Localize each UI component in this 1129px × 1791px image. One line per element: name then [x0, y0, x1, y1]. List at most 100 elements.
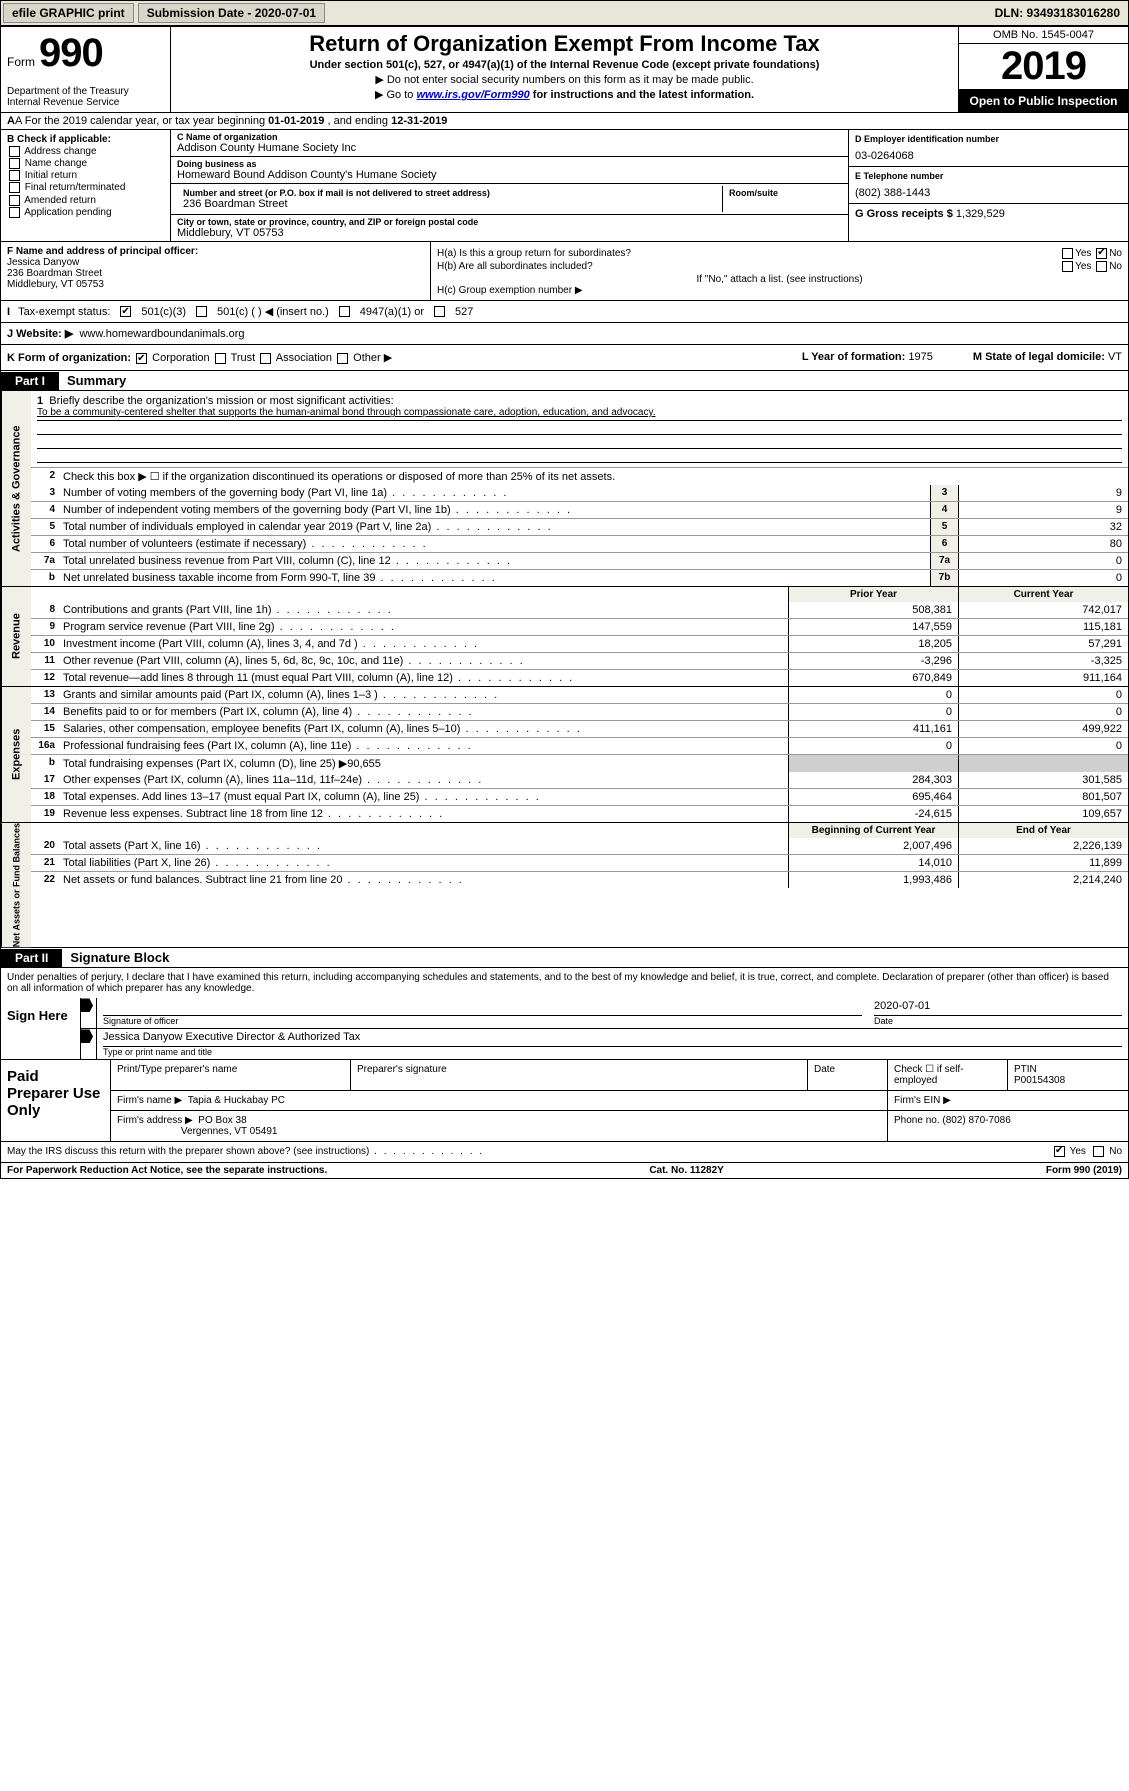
rot-expenses: Expenses	[1, 687, 31, 822]
gov-line: 3 Number of voting members of the govern…	[31, 485, 1128, 501]
irs-link[interactable]: www.irs.gov/Form990	[416, 89, 529, 101]
tax-year: 2019	[959, 44, 1128, 90]
form-990: Form 990 Department of the TreasuryInter…	[0, 26, 1129, 1179]
rot-revenue: Revenue	[1, 587, 31, 686]
firm-addr-label: Firm's address ▶	[117, 1115, 193, 1126]
ha-yes[interactable]	[1062, 248, 1073, 259]
hdr-end: End of Year	[958, 823, 1128, 838]
table-row: 16a Professional fundraising fees (Part …	[31, 737, 1128, 754]
prep-phone: (802) 870-7086	[942, 1115, 1010, 1126]
chk-other[interactable]	[337, 353, 348, 364]
omb-number: OMB No. 1545-0047	[959, 27, 1128, 44]
efile-graphic-print[interactable]: efile GRAPHIC print	[3, 3, 134, 23]
section-bcd: B Check if applicable: Address change Na…	[1, 130, 1128, 242]
section-net-assets: Net Assets or Fund Balances Beginning of…	[1, 823, 1128, 948]
chk-527[interactable]	[434, 306, 445, 317]
form-title: Return of Organization Exempt From Incom…	[177, 31, 952, 57]
ptin-label: PTIN	[1014, 1064, 1122, 1075]
table-row: 10 Investment income (Part VIII, column …	[31, 635, 1128, 652]
prep-phone-label: Phone no.	[894, 1115, 942, 1126]
gross-label: G Gross receipts $	[855, 208, 956, 220]
ptin: P00154308	[1014, 1075, 1122, 1086]
ha-no[interactable]	[1096, 248, 1107, 259]
dln: DLN: 93493183016280	[987, 4, 1128, 22]
table-row: 14 Benefits paid to or for members (Part…	[31, 703, 1128, 720]
website: www.homewardboundanimals.org	[79, 328, 244, 340]
chk-address[interactable]: Address change	[7, 146, 164, 157]
ein: 03-0264068	[855, 150, 1122, 162]
arrow-icon	[81, 1029, 93, 1043]
firm-name-label: Firm's name ▶	[117, 1095, 182, 1106]
table-row: 18 Total expenses. Add lines 13–17 (must…	[31, 788, 1128, 805]
prep-print-label: Print/Type preparer's name	[111, 1060, 351, 1090]
table-row: 12 Total revenue—add lines 8 through 11 …	[31, 669, 1128, 686]
hc-label: H(c) Group exemption number ▶	[437, 285, 1122, 296]
col-d-ein: D Employer identification number 03-0264…	[848, 130, 1128, 241]
table-row: 17 Other expenses (Part IX, column (A), …	[31, 772, 1128, 788]
sig-date: 2020-07-01	[874, 1000, 1122, 1016]
dept-treasury: Department of the TreasuryInternal Reven…	[7, 86, 164, 108]
part2-title: Signature Block	[62, 948, 177, 967]
hb-no[interactable]	[1096, 261, 1107, 272]
chk-initial[interactable]: Initial return	[7, 170, 164, 181]
section-revenue: Revenue Prior Year Current Year 8 Contri…	[1, 587, 1128, 687]
form-subtitle: Under section 501(c), 527, or 4947(a)(1)…	[177, 59, 952, 71]
line-b-shade2	[958, 755, 1128, 772]
line-b-desc: Total fundraising expenses (Part IX, col…	[59, 755, 788, 772]
row-i-tax-status: I Tax-exempt status: 501(c)(3) 501(c) ( …	[1, 301, 1128, 323]
line-b-shade1	[788, 755, 958, 772]
chk-amended[interactable]: Amended return	[7, 195, 164, 206]
table-row: 8 Contributions and grants (Part VIII, l…	[31, 602, 1128, 618]
discuss-yes[interactable]	[1054, 1146, 1065, 1157]
paid-preparer-section: Paid Preparer Use Only Print/Type prepar…	[1, 1060, 1128, 1142]
firm-name: Tapia & Huckabay PC	[188, 1095, 285, 1106]
table-row: 21 Total liabilities (Part X, line 26) 1…	[31, 854, 1128, 871]
chk-501c3[interactable]	[120, 306, 131, 317]
chk-4947[interactable]	[339, 306, 350, 317]
form-number: 990	[39, 31, 103, 76]
chk-corp[interactable]	[136, 353, 147, 364]
chk-name[interactable]: Name change	[7, 158, 164, 169]
hb-yes[interactable]	[1062, 261, 1073, 272]
chk-trust[interactable]	[215, 353, 226, 364]
ha-label: H(a) Is this a group return for subordin…	[437, 248, 631, 259]
sign-here-label: Sign Here	[1, 998, 81, 1059]
signature-section: Under penalties of perjury, I declare th…	[1, 968, 1128, 1060]
part2-header: Part II Signature Block	[1, 948, 1128, 968]
gross: 1,329,529	[956, 208, 1005, 220]
line2-desc: Check this box ▶ ☐ if the organization d…	[59, 468, 1128, 485]
table-row: 15 Salaries, other compensation, employe…	[31, 720, 1128, 737]
gov-line: 7a Total unrelated business revenue from…	[31, 552, 1128, 569]
gov-line: b Net unrelated business taxable income …	[31, 569, 1128, 586]
type-name-label: Type or print name and title	[103, 1047, 1122, 1057]
form-word: Form	[7, 55, 35, 69]
hb-note: If "No," attach a list. (see instruction…	[437, 274, 1122, 285]
chk-pending[interactable]: Application pending	[7, 207, 164, 218]
chk-501c[interactable]	[196, 306, 207, 317]
footer-discuss: May the IRS discuss this return with the…	[1, 1142, 1128, 1161]
submission-date[interactable]: Submission Date - 2020-07-01	[138, 3, 325, 23]
phone: (802) 388-1443	[855, 187, 1122, 199]
gov-line: 6 Total number of volunteers (estimate i…	[31, 535, 1128, 552]
arrow-icon	[81, 998, 93, 1012]
header-right: OMB No. 1545-0047 2019 Open to Public In…	[958, 27, 1128, 112]
col-f-officer: F Name and address of principal officer:…	[1, 242, 431, 300]
col-h-group: H(a) Is this a group return for subordin…	[431, 242, 1128, 300]
street: 236 Boardman Street	[183, 198, 716, 210]
row-a-tax-year: AA For the 2019 calendar year, or tax ye…	[1, 113, 1128, 130]
hb-label: H(b) Are all subordinates included?	[437, 261, 593, 272]
section-expenses: Expenses 13 Grants and similar amounts p…	[1, 687, 1128, 823]
dba-label: Doing business as	[177, 159, 842, 169]
firm-ein-label: Firm's EIN ▶	[888, 1091, 1128, 1110]
discuss-no[interactable]	[1093, 1146, 1104, 1157]
mission-text: To be a community-centered shelter that …	[37, 407, 1122, 421]
chk-assoc[interactable]	[260, 353, 271, 364]
room-label: Room/suite	[729, 188, 836, 198]
prep-check-label: Check ☐ if self-employed	[888, 1060, 1008, 1090]
city: Middlebury, VT 05753	[177, 227, 842, 239]
prep-date-label: Date	[808, 1060, 888, 1090]
chk-final[interactable]: Final return/terminated	[7, 182, 164, 193]
paid-preparer-label: Paid Preparer Use Only	[1, 1060, 111, 1141]
table-row: 20 Total assets (Part X, line 16) 2,007,…	[31, 838, 1128, 854]
rot-governance: Activities & Governance	[1, 391, 31, 586]
